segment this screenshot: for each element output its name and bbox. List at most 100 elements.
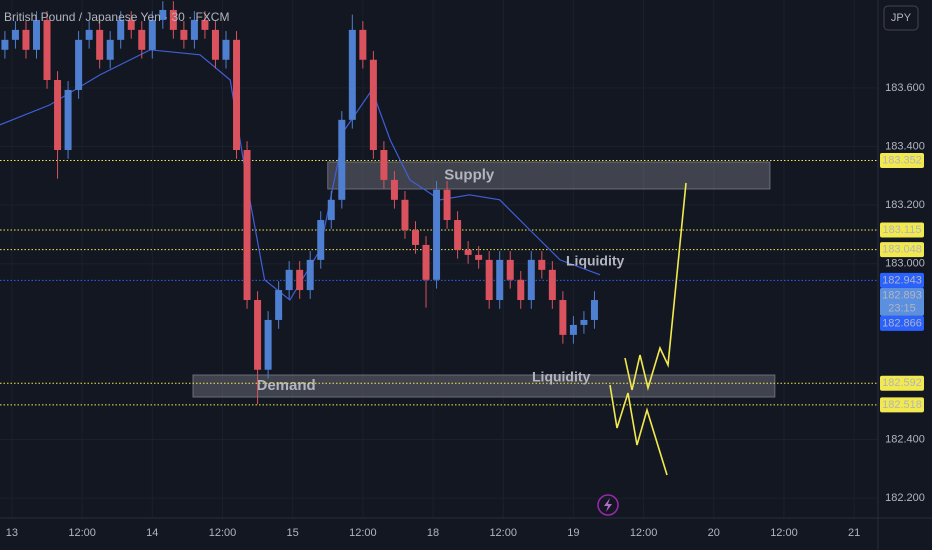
- currency-button[interactable]: [883, 5, 919, 31]
- candle-body: [243, 150, 251, 301]
- candle-body: [275, 290, 283, 320]
- x-tick-label: 12:00: [489, 527, 517, 539]
- zone: [327, 161, 771, 190]
- candle-body: [1, 39, 9, 50]
- candle-body: [548, 269, 556, 301]
- price-tag: [880, 287, 924, 316]
- candle-body: [264, 319, 272, 370]
- candle-body: [169, 9, 177, 30]
- projection-up: [624, 182, 687, 392]
- candle-body: [222, 39, 230, 60]
- candles: [1, 1, 598, 405]
- candle-body: [517, 279, 525, 301]
- candle-body: [338, 119, 346, 200]
- y-tick-label: 182.200: [885, 492, 925, 504]
- zone-label: Supply: [444, 166, 495, 183]
- x-tick-label: 19: [567, 527, 579, 539]
- candle-body: [96, 29, 104, 60]
- candle-body: [348, 29, 356, 120]
- annotation: Liquidity: [566, 253, 625, 269]
- price-tag-label: 182.518: [882, 399, 922, 411]
- y-tick-label: 183.200: [885, 199, 925, 211]
- x-tick-label: 12:00: [349, 527, 377, 539]
- price-tag: [880, 397, 924, 413]
- candle-body: [127, 19, 135, 30]
- events-icon-bolt: [604, 498, 612, 512]
- candle-body: [254, 300, 262, 370]
- candle-body: [485, 259, 493, 301]
- candle-body: [233, 39, 241, 151]
- candle-body: [411, 229, 419, 245]
- x-tick-label: 15: [287, 527, 299, 539]
- candle-body: [106, 39, 114, 60]
- countdown: 23:15: [888, 302, 916, 314]
- price-tag: [880, 272, 924, 288]
- price-tag-label: 182.893: [882, 289, 922, 301]
- candle-body: [211, 29, 219, 60]
- moving-average-layer: [0, 49, 601, 301]
- zone-label: Demand: [257, 377, 316, 394]
- candle-body: [506, 259, 514, 280]
- y-tick-label: 182.400: [885, 433, 925, 445]
- candle-body: [148, 19, 156, 50]
- price-tag-label: 182.592: [882, 377, 922, 389]
- price-tag: [880, 153, 924, 169]
- candle-body: [527, 259, 535, 301]
- moving-average: [0, 49, 601, 301]
- projection-down: [609, 384, 668, 476]
- candle-body: [422, 244, 430, 280]
- currency-label[interactable]: JPY: [891, 12, 912, 24]
- candle-body: [43, 19, 51, 80]
- y-tick-label: 183.600: [885, 82, 925, 94]
- candle-body: [190, 19, 198, 40]
- candle-body: [317, 220, 325, 260]
- events-icon[interactable]: [597, 494, 619, 516]
- grid: [0, 0, 878, 518]
- candle-body: [285, 269, 293, 291]
- price-tag: [880, 222, 924, 238]
- candle-body: [390, 179, 398, 200]
- x-tick-label: 18: [427, 527, 439, 539]
- candle-body: [496, 259, 504, 301]
- chart-title: British Pound / Japanese Yen · 30 · FXCM: [4, 10, 229, 24]
- x-tick-label: 12:00: [68, 527, 96, 539]
- candle-body: [327, 199, 335, 221]
- price-tag-label: 183.115: [883, 224, 922, 236]
- x-tick-label: 12:00: [209, 527, 237, 539]
- candle-body: [306, 259, 314, 291]
- candle-body: [85, 29, 93, 40]
- candle-body: [433, 189, 441, 280]
- x-tick-label: 13: [6, 527, 18, 539]
- x-tick-label: 14: [146, 527, 158, 539]
- price-tag: [880, 242, 924, 258]
- x-tick-label: 12:00: [770, 527, 798, 539]
- candle-body: [443, 189, 451, 221]
- candle-body: [117, 19, 125, 40]
- candle-body: [75, 39, 83, 90]
- axes: 183.600 183.400 183.200 183.000 182.400 182.2…: [6, 82, 925, 539]
- candle-body: [201, 19, 209, 30]
- candle-body: [590, 300, 598, 320]
- candle-body: [22, 29, 30, 50]
- x-tick-label: 12:00: [630, 527, 658, 539]
- x-tick-label: 20: [708, 527, 720, 539]
- candle-body: [538, 259, 546, 270]
- candle-body: [369, 59, 377, 151]
- candle-body: [64, 89, 72, 151]
- candle-body: [401, 199, 409, 230]
- y-tick-label: 183.000: [885, 258, 925, 270]
- candle-body: [475, 254, 483, 260]
- zones: Supply Demand: [192, 161, 776, 398]
- candle-body: [159, 9, 167, 20]
- candle-body: [32, 19, 40, 50]
- candle-body: [380, 150, 388, 180]
- candle-body: [580, 319, 588, 325]
- price-tag: [880, 315, 924, 331]
- y-tick-label: 183.400: [885, 140, 925, 152]
- candle-body: [180, 29, 188, 40]
- candle-body: [359, 29, 367, 60]
- candle-body: [296, 269, 304, 291]
- candle-body: [138, 29, 146, 50]
